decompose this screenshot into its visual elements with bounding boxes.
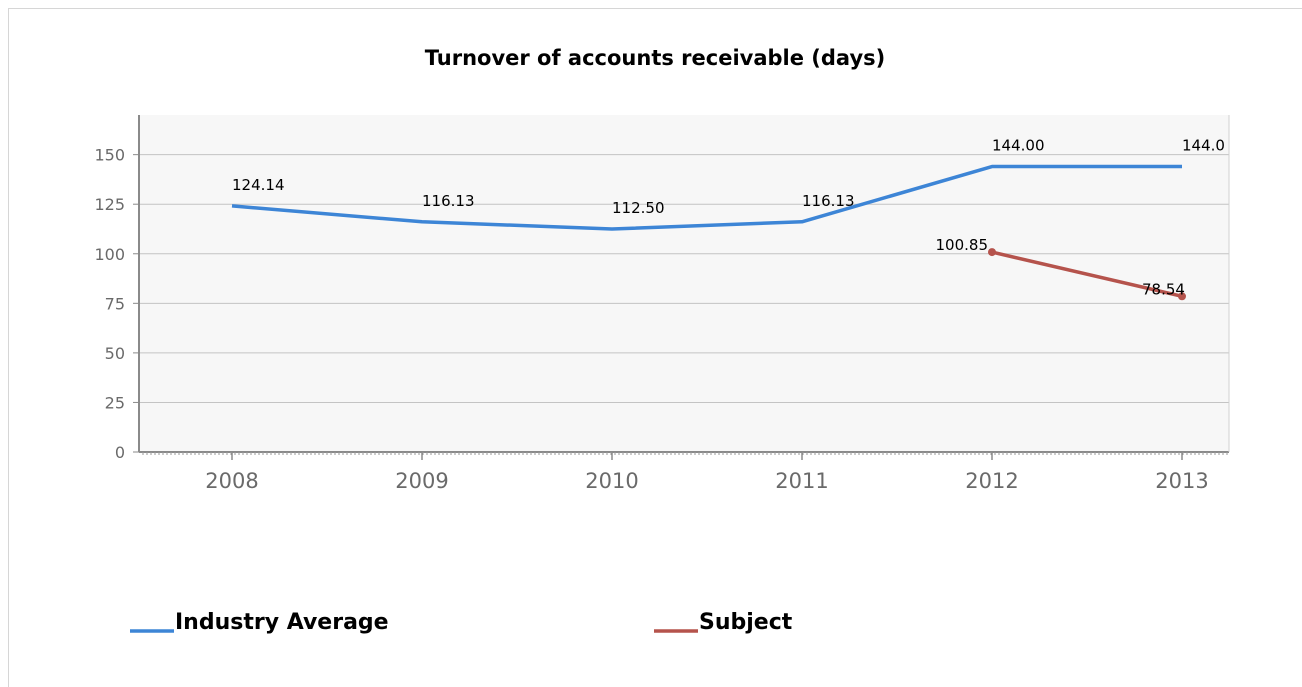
x-axis-ticks: 2008 2009 2010 2011 2012 2013 (205, 452, 1209, 493)
x-tick-label: 2011 (775, 469, 828, 493)
y-tick-label: 150 (94, 146, 125, 165)
data-label: 144.0 (1182, 137, 1225, 155)
data-label: 100.85 (936, 236, 989, 254)
y-tick-label: 75 (105, 294, 125, 313)
y-tick-label: 25 (105, 393, 125, 412)
data-label: 78.54 (1142, 280, 1185, 298)
y-tick-label: 50 (105, 344, 125, 363)
data-label: 116.13 (422, 192, 475, 210)
data-label: 112.50 (612, 199, 665, 217)
data-point (988, 248, 996, 257)
data-point (1178, 292, 1186, 301)
data-label: 116.13 (802, 192, 855, 210)
chart-frame (8, 8, 1302, 687)
data-label: 124.14 (232, 176, 285, 194)
axes (138, 115, 1230, 455)
gridlines (139, 154, 1229, 403)
legend-label-0: Industry Average (175, 610, 389, 635)
data-label: 144.00 (992, 137, 1045, 155)
y-tick-label: 0 (115, 443, 125, 462)
x-tick-label: 2008 (205, 469, 258, 493)
series-lines (231, 164, 1186, 301)
x-tick-label: 2010 (585, 469, 638, 493)
series-line-0 (231, 164, 1182, 231)
y-axis-ticks: 0 25 50 75 100 125 150 (94, 146, 139, 462)
x-tick-label: 2013 (1155, 469, 1208, 493)
data-labels: 124.14 116.13 112.50 116.13 144.00 144.0 100.8… (232, 137, 1225, 299)
plot-area (139, 115, 1229, 452)
chart-title: Turnover of accounts receivable (days) (425, 46, 886, 70)
x-tick-label: 2012 (965, 469, 1018, 493)
y-tick-label: 125 (94, 195, 125, 214)
legend: Industry Average Subject (130, 610, 793, 635)
y-tick-label: 100 (94, 245, 125, 264)
series-line-1 (991, 250, 1183, 299)
legend-label-1: Subject (699, 610, 793, 635)
x-tick-label: 2009 (395, 469, 448, 493)
